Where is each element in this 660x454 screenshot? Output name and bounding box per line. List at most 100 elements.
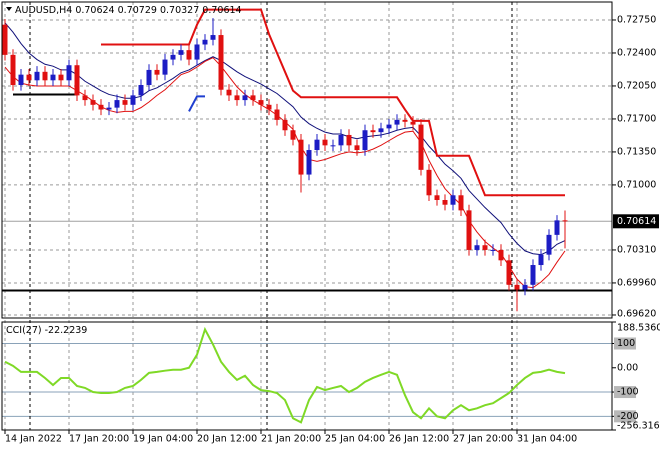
x-tick-label: 31 Jan 04:00 bbox=[517, 434, 577, 445]
y-tick-label: -256.3168 bbox=[617, 421, 660, 432]
x-tick-label: 17 Jan 20:00 bbox=[69, 434, 129, 445]
candle-body bbox=[138, 85, 144, 96]
candle-body bbox=[194, 44, 200, 60]
candle-body bbox=[18, 74, 24, 86]
candle-body bbox=[106, 107, 112, 110]
close-value: 0.70614 bbox=[202, 5, 241, 16]
candle-body bbox=[154, 69, 160, 75]
candle-body bbox=[338, 134, 344, 146]
candle-body bbox=[402, 119, 408, 122]
candle-body bbox=[162, 59, 168, 75]
candle-body bbox=[74, 65, 80, 96]
y-tick-label: 188.5360 bbox=[617, 323, 660, 334]
chart-title: AUDUSD,H4 bbox=[15, 5, 72, 16]
candle-body bbox=[298, 139, 304, 175]
candle-body bbox=[530, 265, 536, 285]
y-tick-label: 0.00 bbox=[617, 362, 638, 373]
candle-body bbox=[90, 100, 96, 105]
candle-body bbox=[330, 145, 336, 147]
candle-body bbox=[258, 100, 264, 105]
cci-line bbox=[4, 326, 566, 424]
candle-body bbox=[482, 245, 488, 250]
candle-body bbox=[266, 104, 272, 110]
candle-body bbox=[146, 69, 152, 86]
candle-body bbox=[442, 199, 448, 205]
candle-body bbox=[186, 50, 192, 60]
price-label-bg bbox=[613, 214, 659, 229]
y-tick-label: 0.72750 bbox=[617, 14, 656, 25]
candle-body bbox=[466, 210, 472, 250]
candle-body bbox=[354, 145, 360, 151]
grid bbox=[2, 2, 612, 430]
indicator-line bbox=[101, 8, 565, 197]
candle-body bbox=[562, 220, 568, 222]
candle-body bbox=[82, 95, 88, 101]
chart-header: AUDUSD,H4 0.70624 0.70729 0.70327 0.7061… bbox=[15, 5, 242, 16]
low-value: 0.70327 bbox=[160, 5, 199, 16]
candle-body bbox=[306, 150, 312, 175]
open-value: 0.70624 bbox=[75, 5, 114, 16]
candle-body bbox=[322, 139, 328, 146]
indicator-line bbox=[188, 95, 205, 112]
y-tick-label: -100 bbox=[617, 387, 639, 398]
candle-body bbox=[26, 74, 32, 81]
candle-body bbox=[178, 50, 184, 55]
x-tick-label: 25 Jan 04:00 bbox=[325, 434, 385, 445]
candle-body bbox=[98, 104, 104, 110]
x-tick-label: 21 Jan 20:00 bbox=[261, 434, 321, 445]
marks bbox=[2, 8, 612, 424]
candle-body bbox=[370, 130, 376, 133]
candle-body bbox=[458, 195, 464, 211]
indicator-line bbox=[4, 22, 566, 256]
level-label-bg bbox=[614, 410, 636, 423]
candle-body bbox=[58, 74, 64, 81]
candle-body bbox=[378, 128, 384, 133]
cci-header: CCI(27) -22.2239 bbox=[6, 325, 87, 336]
candle-body bbox=[450, 195, 456, 205]
candle-body bbox=[538, 254, 544, 266]
candle-body bbox=[274, 109, 280, 120]
x-tick-label: 19 Jan 04:00 bbox=[133, 434, 193, 445]
x-tick-label: 27 Jan 20:00 bbox=[453, 434, 513, 445]
y-tick-label: 0.71000 bbox=[617, 179, 656, 190]
y-tick-label: 0.70310 bbox=[617, 244, 656, 255]
candle-body bbox=[506, 260, 512, 285]
candle-body bbox=[490, 249, 496, 251]
candle-body bbox=[242, 95, 248, 101]
candle-body bbox=[426, 169, 432, 196]
cci-panel-border bbox=[1, 321, 613, 431]
candle-body bbox=[114, 100, 120, 108]
candle-body bbox=[362, 130, 368, 151]
y-tick-label: 0.72400 bbox=[617, 47, 656, 58]
candle-body bbox=[474, 245, 480, 250]
candle-body bbox=[314, 139, 320, 151]
level-label-bg bbox=[614, 337, 636, 350]
y-tick-label: 0.71350 bbox=[617, 146, 656, 157]
cci-title: CCI(27) bbox=[6, 325, 42, 336]
high-value: 0.70729 bbox=[118, 5, 157, 16]
candle-body bbox=[394, 119, 400, 125]
candle-body bbox=[50, 74, 56, 81]
y-tick-label: 100 bbox=[617, 338, 635, 349]
candle-body bbox=[498, 249, 504, 261]
candle-body bbox=[346, 134, 352, 146]
x-tick-label: 20 Jan 12:00 bbox=[197, 434, 257, 445]
candle-body bbox=[42, 71, 48, 81]
candle-body bbox=[66, 65, 72, 81]
candle-body bbox=[290, 130, 296, 140]
y-tick-label: 0.72050 bbox=[617, 80, 656, 91]
x-tick-label: 26 Jan 12:00 bbox=[389, 434, 449, 445]
candle-body bbox=[418, 124, 424, 170]
main-panel-border bbox=[1, 1, 613, 319]
y-tick-label: 0.69960 bbox=[617, 277, 656, 288]
symbol-icon bbox=[6, 7, 12, 11]
candle-body bbox=[234, 95, 240, 101]
y-tick-label: -200 bbox=[617, 411, 639, 422]
level-label-bg bbox=[614, 386, 636, 399]
candle-body bbox=[2, 24, 8, 55]
x-tick-label: 14 Jan 2022 bbox=[5, 434, 62, 445]
candle-body bbox=[130, 95, 136, 105]
